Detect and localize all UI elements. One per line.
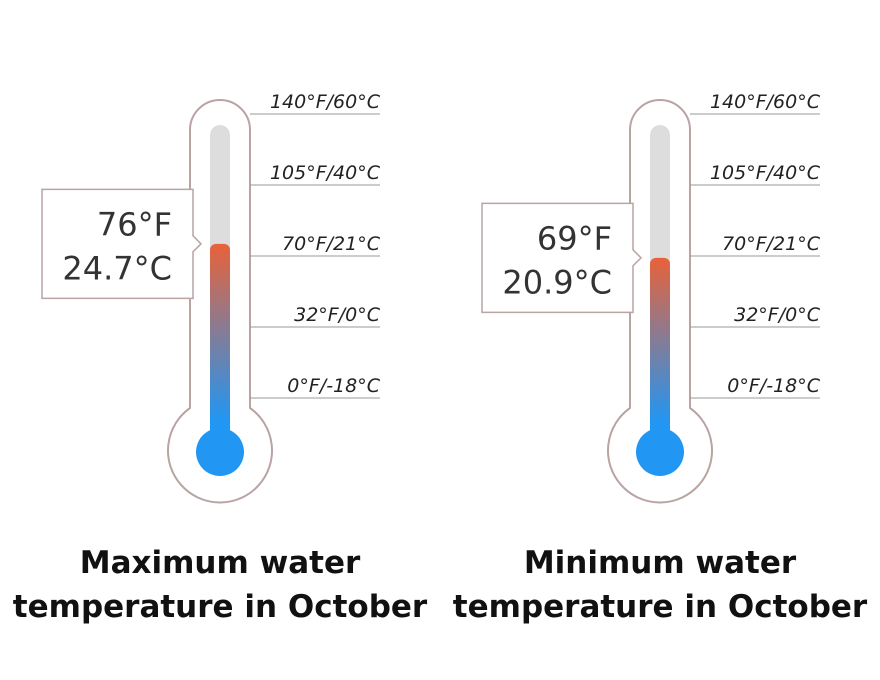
tick-label: 105°F/40°C [710, 162, 821, 184]
tick-label: 70°F/21°C [722, 233, 821, 255]
title: temperature in October [453, 589, 868, 625]
bulb [636, 428, 684, 476]
tick-label: 0°F/-18°C [287, 375, 380, 397]
value-label-alt: 24.7°C [62, 249, 172, 287]
mercury [210, 243, 230, 452]
tick-label: 32°F/0°C [294, 304, 381, 326]
title: temperature in October [13, 589, 428, 625]
title: Minimum water [524, 545, 797, 581]
callout [41, 188, 203, 300]
value-label: 69°F [537, 219, 612, 257]
title: Maximum water [80, 545, 361, 581]
value-label: 76°F [97, 205, 172, 243]
tick-label: 140°F/60°C [270, 91, 381, 113]
tick-label: 140°F/60°C [710, 91, 821, 113]
tick-label: 32°F/0°C [734, 304, 821, 326]
mercury [650, 257, 670, 452]
tick-label: 105°F/40°C [270, 162, 381, 184]
value-label-alt: 20.9°C [502, 263, 612, 301]
tick-label: 70°F/21°C [282, 233, 381, 255]
callout [481, 202, 643, 314]
tick-label: 0°F/-18°C [727, 375, 820, 397]
bulb [196, 428, 244, 476]
